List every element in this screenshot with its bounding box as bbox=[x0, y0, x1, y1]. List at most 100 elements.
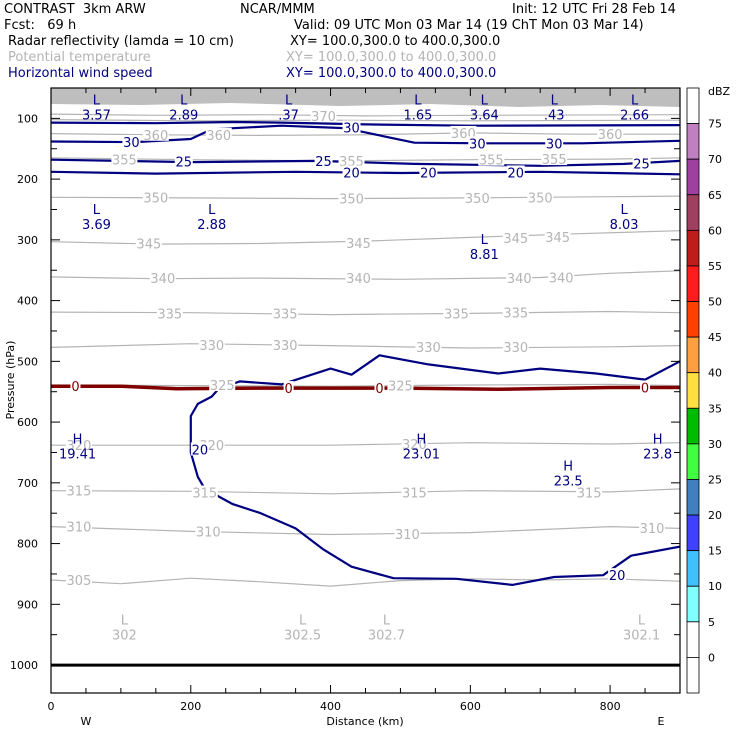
colorbar-swatch bbox=[686, 87, 700, 124]
contour-label-bg bbox=[548, 270, 575, 284]
extremum-value: .37 bbox=[278, 108, 299, 123]
contour-label: 0 bbox=[375, 382, 383, 397]
contour-label: 0 bbox=[284, 382, 292, 397]
contour-label-bg bbox=[401, 436, 428, 450]
colorbar-label: 45 bbox=[708, 331, 722, 344]
field-3-name: Horizontal wind speed bbox=[8, 66, 153, 81]
contour-label-bg bbox=[506, 271, 533, 285]
contour-label-bg bbox=[314, 153, 333, 167]
contour-label-bg bbox=[527, 190, 554, 204]
colorbar-label: 35 bbox=[708, 402, 722, 415]
colorbar-label: 25 bbox=[708, 473, 722, 486]
x-tick-label: 0 bbox=[48, 700, 55, 713]
contour-label-bg bbox=[639, 520, 666, 534]
y-tick-label: 200 bbox=[17, 173, 38, 186]
extremum-low-marker: L bbox=[638, 613, 646, 628]
contour-label: 315 bbox=[577, 487, 602, 502]
contour-label: 345 bbox=[346, 237, 371, 252]
contour-label: 340 bbox=[507, 272, 532, 287]
series-theta-355 bbox=[51, 157, 680, 162]
field-2-name: Potential temperature bbox=[8, 50, 151, 65]
contour-label: 350 bbox=[528, 191, 553, 206]
contour-label: 20 bbox=[507, 166, 524, 181]
extremum-high-marker: H bbox=[417, 432, 427, 447]
contour-label-bg bbox=[415, 339, 442, 353]
series-theta-365 bbox=[51, 119, 680, 122]
contour-label-bg bbox=[640, 380, 651, 394]
extremum-low-marker: L bbox=[383, 613, 391, 628]
contour-label: 350 bbox=[339, 193, 364, 208]
upper-shaded-band bbox=[51, 88, 680, 107]
x-axis-label: Distance (km) bbox=[326, 715, 403, 728]
colorbar-swatch bbox=[686, 479, 700, 516]
contour-label-bg bbox=[419, 165, 438, 179]
extremum-value: 302.5 bbox=[284, 628, 321, 643]
valid-time: Valid: 09 UTC Mon 03 Mar 14 (19 ChT Mon … bbox=[294, 18, 644, 33]
contour-label: 310 bbox=[196, 525, 221, 540]
contour-label-bg bbox=[374, 381, 385, 395]
contour-label-bg bbox=[310, 108, 337, 122]
series-theta-310 bbox=[51, 526, 680, 536]
y-tick-label: 900 bbox=[17, 598, 38, 611]
colorbar-swatch bbox=[686, 372, 700, 409]
extremum-value: 302 bbox=[112, 628, 137, 643]
forecast-hour: Fcst: 69 h bbox=[4, 18, 77, 33]
y-tick-label: 300 bbox=[17, 234, 38, 247]
contour-label: 30 bbox=[123, 136, 140, 151]
contour-label: 20 bbox=[343, 166, 360, 181]
contour-label: 335 bbox=[157, 307, 182, 322]
colorbar-label: 5 bbox=[708, 616, 715, 629]
colorbar-title: dBZ bbox=[708, 85, 731, 98]
contour-label: 310 bbox=[395, 528, 420, 543]
colorbar-swatch bbox=[686, 621, 700, 658]
contour-label-bg bbox=[135, 236, 162, 250]
contour-label-bg bbox=[111, 152, 138, 166]
extremum-high-marker: H bbox=[73, 432, 83, 447]
extremum-value: 1.65 bbox=[403, 108, 432, 123]
contour-label: 20 bbox=[609, 569, 626, 584]
contour-label: 315 bbox=[67, 485, 92, 500]
extremum-value: 302.7 bbox=[368, 628, 405, 643]
contour-label-bg bbox=[545, 136, 564, 150]
contour-label-bg bbox=[191, 485, 218, 499]
extremum-value: 2.88 bbox=[197, 218, 226, 233]
contour-label: 355 bbox=[542, 153, 567, 168]
contour-label-bg bbox=[195, 524, 222, 538]
field-2-xy: XY= 100.0,300.0 to 400.0,300.0 bbox=[286, 50, 497, 65]
contour-label: 310 bbox=[640, 522, 665, 537]
contour-label-bg bbox=[142, 127, 169, 141]
extremum-value: 23.01 bbox=[403, 447, 440, 462]
contour-label: 315 bbox=[192, 487, 217, 502]
contour-label: 25 bbox=[176, 155, 193, 170]
x-end-label-west: W bbox=[81, 715, 92, 728]
contour-label-bg bbox=[502, 305, 529, 319]
contour-label: 330 bbox=[416, 341, 441, 356]
contour-label: 330 bbox=[199, 339, 224, 354]
series-refl-0dBZ bbox=[51, 384, 680, 392]
contour-label-bg bbox=[142, 190, 169, 204]
series-wspd-20-upper bbox=[51, 170, 680, 176]
extremum-value: 3.69 bbox=[82, 218, 111, 233]
colorbar-swatch bbox=[686, 407, 700, 445]
contour-label-bg bbox=[198, 337, 225, 351]
org-label: NCAR/MMM bbox=[240, 2, 315, 17]
contour-label-bg bbox=[443, 306, 470, 320]
contour-label: 20 bbox=[192, 443, 209, 458]
contour-label-bg bbox=[541, 152, 568, 166]
series-wspd-30-upper bbox=[51, 120, 680, 127]
contour-label-bg bbox=[576, 485, 603, 499]
contour-label: 335 bbox=[503, 307, 528, 322]
extremum-low-marker: L bbox=[299, 613, 307, 628]
colorbar-label: 15 bbox=[708, 545, 722, 558]
contour-label-bg bbox=[345, 271, 372, 285]
colorbar-label: 60 bbox=[708, 224, 722, 237]
contour-label: 320 bbox=[402, 438, 427, 453]
contour-label: 345 bbox=[136, 238, 161, 253]
contour-label: 330 bbox=[503, 341, 528, 356]
contour-label: 360 bbox=[143, 129, 168, 144]
extremum-high-marker: H bbox=[563, 460, 573, 475]
contour-label-bg bbox=[345, 235, 372, 249]
colorbar-label: 55 bbox=[708, 260, 722, 273]
series-theta-370 bbox=[51, 113, 680, 117]
